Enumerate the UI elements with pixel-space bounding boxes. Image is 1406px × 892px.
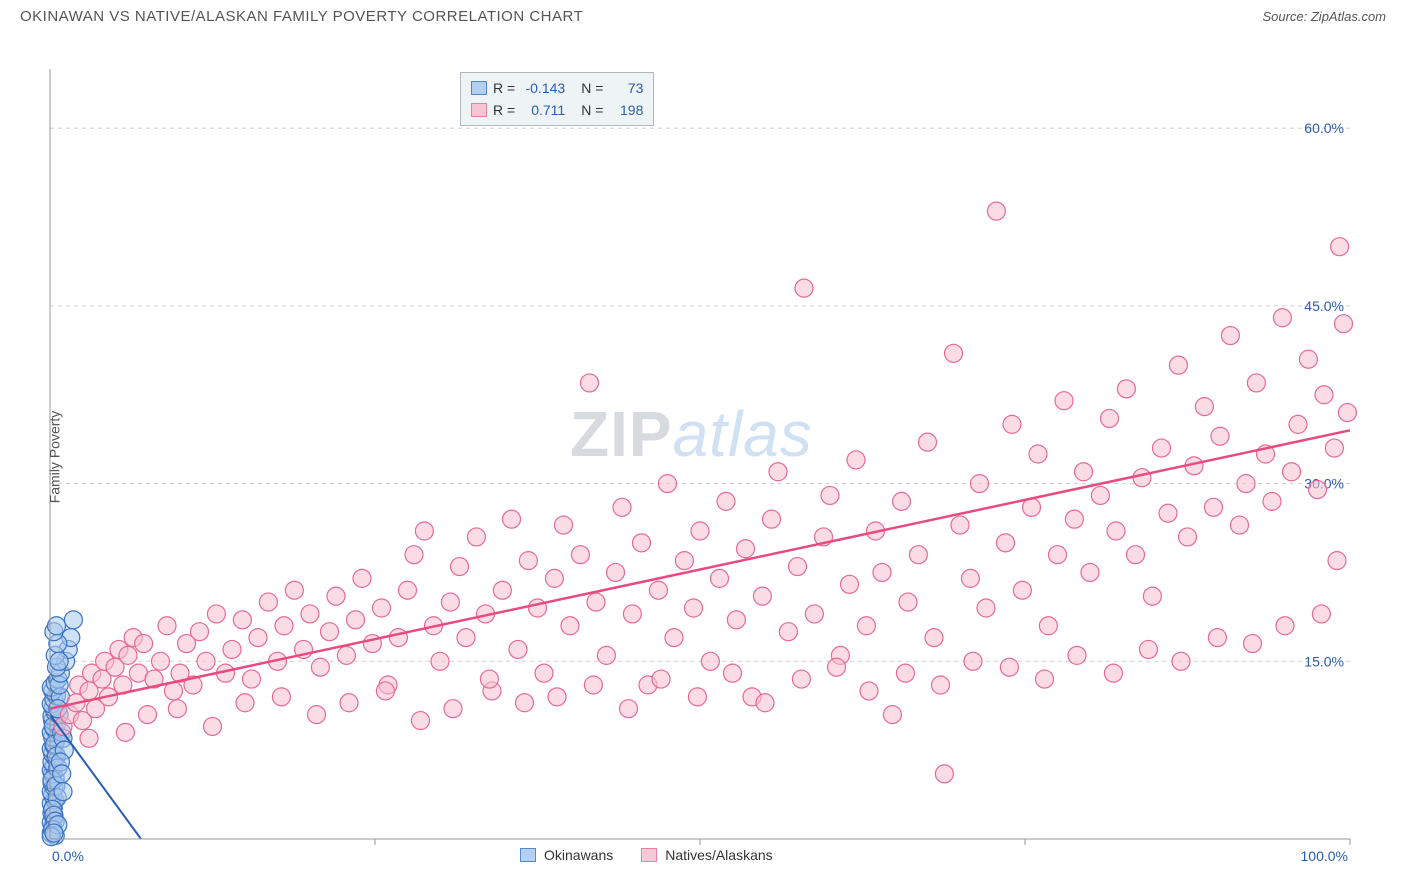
legend-n-label: N = bbox=[581, 77, 603, 99]
legend-n-label: N = bbox=[581, 99, 603, 121]
chart-header: OKINAWAN VS NATIVE/ALASKAN FAMILY POVERT… bbox=[0, 0, 1406, 29]
scatter-plot-svg: 15.0%30.0%45.0%60.0%0.0%100.0% bbox=[0, 29, 1406, 879]
legend-r-value: 0.711 bbox=[521, 99, 565, 121]
legend-swatch bbox=[471, 103, 487, 117]
svg-text:100.0%: 100.0% bbox=[1301, 848, 1348, 864]
legend-row: R = -0.143 N = 73 bbox=[471, 77, 643, 99]
legend-row: R = 0.711 N = 198 bbox=[471, 99, 643, 121]
svg-text:45.0%: 45.0% bbox=[1304, 298, 1344, 314]
legend-swatch bbox=[471, 81, 487, 95]
series-legend-item: Natives/Alaskans bbox=[641, 847, 772, 863]
legend-r-value: -0.143 bbox=[521, 77, 565, 99]
legend-r-label: R = bbox=[493, 77, 515, 99]
series-name: Okinawans bbox=[544, 847, 613, 863]
y-axis-title: Family Poverty bbox=[46, 410, 62, 503]
series-legend: Okinawans Natives/Alaskans bbox=[520, 847, 773, 863]
legend-r-label: R = bbox=[493, 99, 515, 121]
svg-text:0.0%: 0.0% bbox=[52, 848, 84, 864]
chart-area: Family Poverty 15.0%30.0%45.0%60.0%0.0%1… bbox=[0, 29, 1406, 884]
chart-title: OKINAWAN VS NATIVE/ALASKAN FAMILY POVERT… bbox=[20, 8, 583, 25]
svg-text:15.0%: 15.0% bbox=[1304, 653, 1344, 669]
series-legend-item: Okinawans bbox=[520, 847, 613, 863]
correlation-legend: R = -0.143 N = 73 R = 0.711 N = 198 bbox=[460, 72, 654, 126]
source-label: Source: ZipAtlas.com bbox=[1262, 9, 1386, 24]
legend-swatch bbox=[641, 848, 657, 862]
svg-text:60.0%: 60.0% bbox=[1304, 120, 1344, 136]
legend-n-value: 198 bbox=[609, 99, 643, 121]
legend-swatch bbox=[520, 848, 536, 862]
legend-n-value: 73 bbox=[609, 77, 643, 99]
series-name: Natives/Alaskans bbox=[665, 847, 772, 863]
